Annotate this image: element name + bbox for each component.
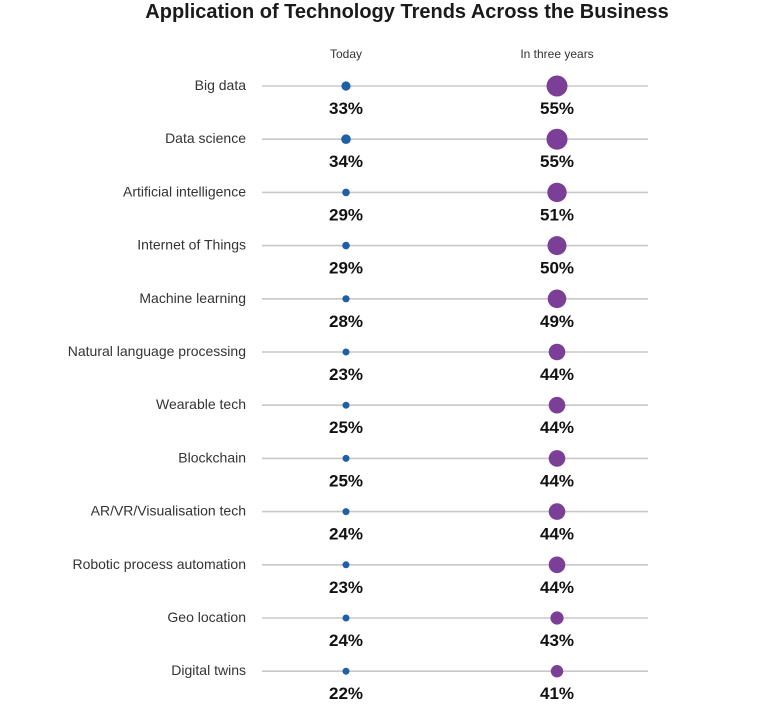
three-years-marker bbox=[548, 450, 566, 467]
category-label: Geo location bbox=[167, 609, 246, 625]
today-marker bbox=[342, 454, 350, 462]
today-value-label: 24% bbox=[329, 631, 363, 650]
three-years-value-label: 44% bbox=[540, 471, 574, 490]
today-value-label: 23% bbox=[329, 365, 363, 384]
today-value-label: 29% bbox=[329, 205, 363, 224]
three-years-marker bbox=[548, 343, 566, 361]
three-years-marker bbox=[548, 556, 566, 574]
today-marker bbox=[342, 614, 350, 622]
today-value-label: 29% bbox=[329, 259, 363, 278]
today-marker bbox=[342, 295, 350, 303]
three-years-value-label: 50% bbox=[540, 259, 574, 278]
column-header-three-years: In three years bbox=[520, 47, 593, 61]
today-marker bbox=[342, 508, 350, 516]
today-marker bbox=[342, 241, 350, 250]
three-years-marker bbox=[548, 503, 566, 520]
today-value-label: 25% bbox=[329, 418, 363, 437]
today-value-label: 28% bbox=[329, 312, 363, 331]
chart-title: Application of Technology Trends Across … bbox=[145, 1, 668, 23]
today-value-label: 25% bbox=[329, 471, 363, 490]
three-years-value-label: 49% bbox=[540, 312, 574, 331]
three-years-marker bbox=[548, 396, 566, 414]
three-years-marker bbox=[546, 128, 568, 150]
today-value-label: 22% bbox=[329, 684, 363, 703]
three-years-value-label: 51% bbox=[540, 205, 574, 224]
today-marker bbox=[342, 348, 350, 356]
chart-rows: Big data 33% 55% Data science 34% 55% Artifici… bbox=[68, 75, 648, 703]
today-marker bbox=[342, 188, 350, 197]
column-header-today: Today bbox=[330, 47, 362, 61]
three-years-marker bbox=[547, 236, 567, 256]
today-value-label: 23% bbox=[329, 578, 363, 597]
category-label: Artificial intelligence bbox=[123, 183, 246, 199]
three-years-value-label: 55% bbox=[540, 152, 574, 171]
three-years-value-label: 44% bbox=[540, 418, 574, 437]
category-label: Robotic process automation bbox=[72, 556, 246, 572]
today-marker bbox=[342, 667, 350, 675]
today-marker bbox=[341, 134, 351, 144]
three-years-marker bbox=[547, 182, 567, 203]
three-years-value-label: 55% bbox=[540, 99, 574, 118]
today-marker bbox=[342, 401, 350, 409]
category-label: Blockchain bbox=[178, 449, 246, 465]
three-years-value-label: 44% bbox=[540, 525, 574, 544]
today-value-label: 33% bbox=[329, 99, 363, 118]
category-label: Data science bbox=[165, 130, 246, 146]
three-years-value-label: 44% bbox=[540, 578, 574, 597]
category-label: Natural language processing bbox=[68, 343, 246, 359]
three-years-marker bbox=[546, 75, 568, 97]
today-value-label: 34% bbox=[329, 152, 363, 171]
category-label: Digital twins bbox=[171, 662, 246, 678]
three-years-value-label: 43% bbox=[540, 631, 574, 650]
category-label: Wearable tech bbox=[156, 396, 246, 412]
category-label: Internet of Things bbox=[137, 237, 246, 253]
three-years-value-label: 41% bbox=[540, 684, 574, 703]
three-years-marker bbox=[547, 289, 567, 309]
category-label: Big data bbox=[195, 77, 247, 93]
three-years-marker bbox=[550, 665, 564, 678]
today-marker bbox=[342, 561, 350, 569]
today-value-label: 24% bbox=[329, 525, 363, 544]
three-years-marker bbox=[550, 611, 564, 625]
category-label: AR/VR/Visualisation tech bbox=[91, 503, 246, 519]
today-marker bbox=[341, 81, 351, 91]
category-label: Machine learning bbox=[139, 290, 246, 306]
three-years-value-label: 44% bbox=[540, 365, 574, 384]
